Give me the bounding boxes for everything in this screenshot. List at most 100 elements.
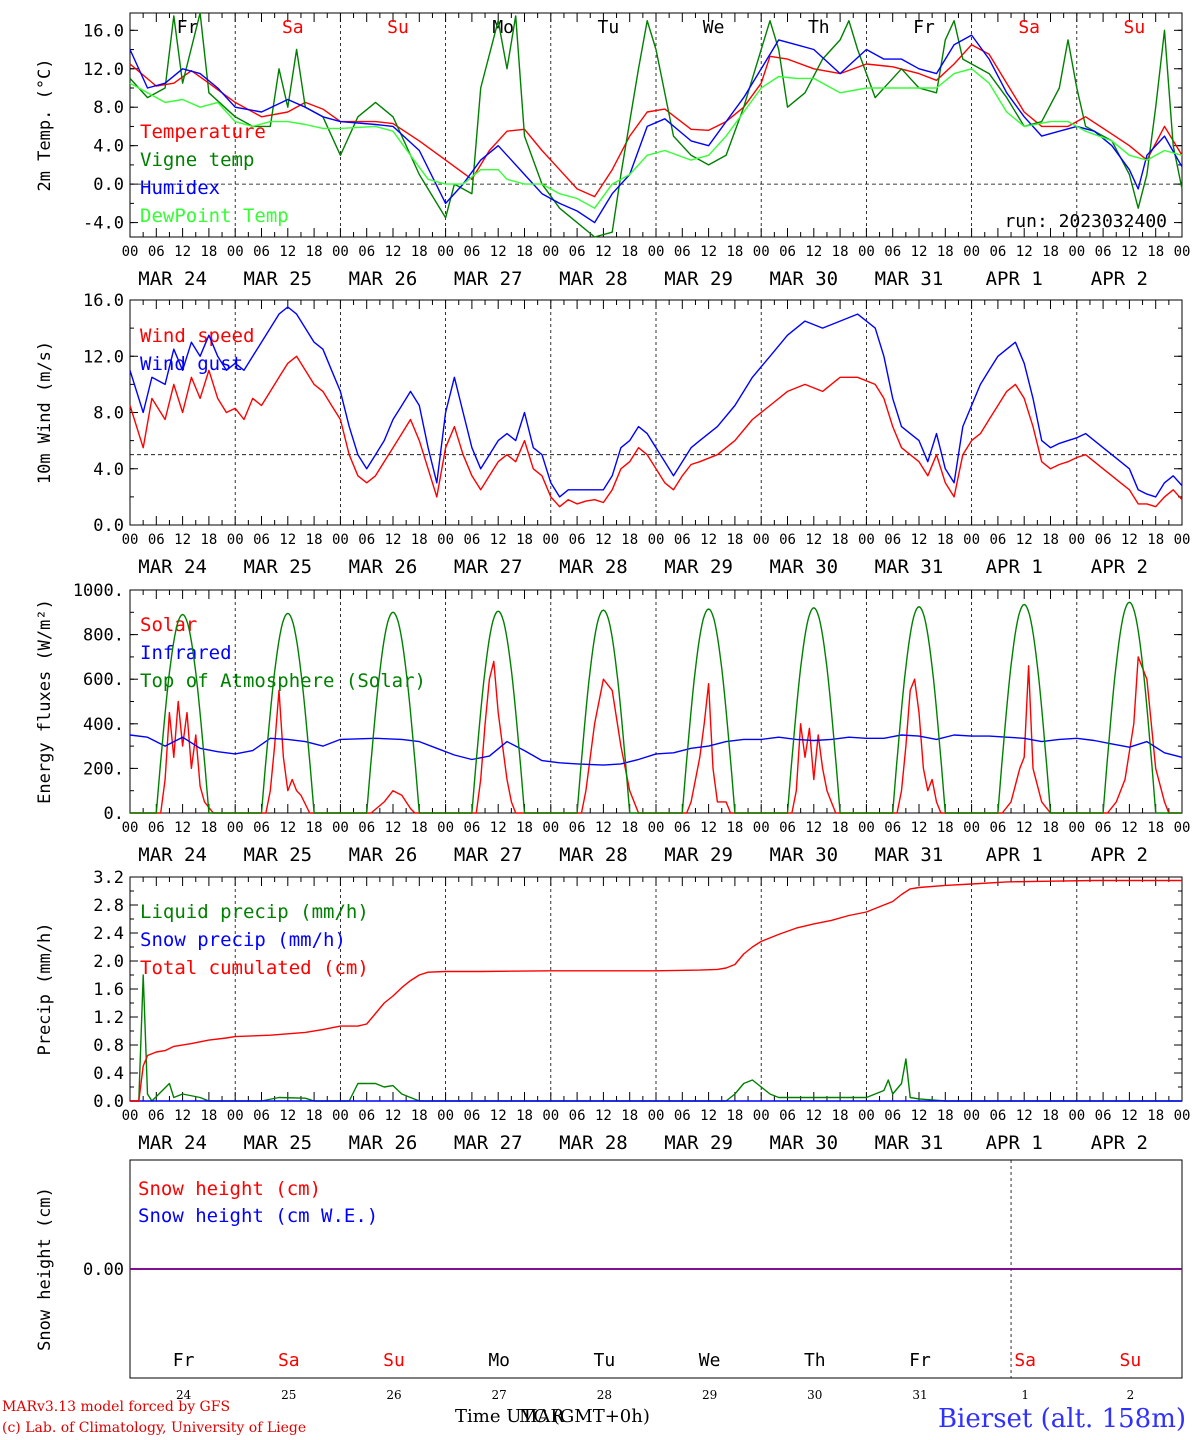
x-hour-label: 06 <box>884 532 901 548</box>
x-hour-label: 00 <box>332 244 349 260</box>
day-label: APR 1 <box>986 844 1043 866</box>
x-hour-label: 12 <box>1121 244 1138 260</box>
day-label: MAR 31 <box>875 556 944 578</box>
x-hour-label: 00 <box>648 820 665 836</box>
day-label: MAR 24 <box>138 844 207 866</box>
x-hour-label: 12 <box>805 244 822 260</box>
y-tick-label: 8.0 <box>93 98 124 118</box>
x-hour-label: 06 <box>1095 244 1112 260</box>
x-hour-label: 18 <box>937 532 954 548</box>
x-hour-label: 18 <box>832 1108 849 1124</box>
day-label: MAR 28 <box>559 268 628 290</box>
series-line <box>130 656 1182 814</box>
series-line <box>129 734 1183 766</box>
x-hour-label: 06 <box>674 532 691 548</box>
x-hour-label: 00 <box>1174 820 1191 836</box>
day-label: APR 2 <box>1091 844 1148 866</box>
y-tick-label: 0.0 <box>93 175 124 195</box>
x-hour-label: 12 <box>490 820 507 836</box>
x-hour-label: 06 <box>674 820 691 836</box>
y-axis-label: 2m Temp. (°C) <box>35 58 55 191</box>
day-label: MAR 31 <box>875 268 944 290</box>
x-hour-label: 00 <box>227 1108 244 1124</box>
day-label: MAR 29 <box>664 844 733 866</box>
x-hour-label: 12 <box>490 532 507 548</box>
x-hour-label: 12 <box>1016 820 1033 836</box>
x-hour-label: 18 <box>832 244 849 260</box>
x-hour-label: 00 <box>648 532 665 548</box>
x-hour-label: 06 <box>884 244 901 260</box>
y-tick-label: 1.6 <box>93 980 124 1000</box>
x-hour-label: 06 <box>779 820 796 836</box>
day-label: MAR 29 <box>664 556 733 578</box>
x-hour-label: 06 <box>463 532 480 548</box>
day-label: MAR 24 <box>138 556 207 578</box>
weekday-label: Tu <box>598 17 620 38</box>
x-hour-label: 18 <box>200 532 217 548</box>
x-hour-label: 18 <box>200 244 217 260</box>
plot-frame <box>129 12 1183 238</box>
x-hour-label: 00 <box>437 1108 454 1124</box>
x-hour-label: 00 <box>1068 820 1085 836</box>
series-line <box>130 879 1182 1102</box>
day-label: APR 1 <box>986 1132 1043 1154</box>
x-hour-label: 00 <box>227 532 244 548</box>
x-hour-label: 00 <box>858 820 875 836</box>
series-line <box>129 68 1183 209</box>
day-number-label: 27 <box>492 1388 507 1402</box>
x-hour-label: 00 <box>963 820 980 836</box>
x-hour-label: 06 <box>148 244 165 260</box>
y-tick-label: 200. <box>83 759 124 779</box>
x-hour-label: 18 <box>832 820 849 836</box>
x-hour-label: 12 <box>595 820 612 836</box>
y-axis-label: Snow height (cm) <box>35 1187 55 1351</box>
legend-entry: Snow height (cm W.E.) <box>138 1205 378 1227</box>
x-hour-label: 06 <box>358 244 375 260</box>
x-hour-label: 06 <box>884 1108 901 1124</box>
x-hour-label: 18 <box>411 532 428 548</box>
x-hour-label: 00 <box>1174 532 1191 548</box>
x-hour-label: 12 <box>385 820 402 836</box>
x-hour-label: 06 <box>253 820 270 836</box>
y-tick-label: 4.0 <box>93 460 124 480</box>
day-number-label: 30 <box>807 1388 822 1402</box>
x-hour-label: 06 <box>779 532 796 548</box>
x-hour-label: 18 <box>306 820 323 836</box>
series-line <box>129 34 1183 224</box>
day-label: MAR 30 <box>769 268 838 290</box>
x-hour-label: 18 <box>937 820 954 836</box>
x-hour-label: 12 <box>279 1108 296 1124</box>
x-hour-label: 06 <box>358 820 375 836</box>
x-hour-label: 12 <box>1121 532 1138 548</box>
x-hour-label: 18 <box>411 244 428 260</box>
x-hour-label: 18 <box>621 532 638 548</box>
x-hour-label: 00 <box>122 1108 139 1124</box>
x-hour-label: 12 <box>805 532 822 548</box>
day-label: MAR 30 <box>769 844 838 866</box>
x-hour-label: 18 <box>1147 1108 1164 1124</box>
x-hour-label: 18 <box>726 532 743 548</box>
legend-entry: Top of Atmosphere (Solar) <box>140 670 426 692</box>
legend-entry: Snow height (cm) <box>138 1178 321 1200</box>
legend-entry: Wind speed <box>140 325 254 347</box>
x-hour-label: 06 <box>674 244 691 260</box>
day-label: APR 1 <box>986 556 1043 578</box>
x-hour-label: 06 <box>989 244 1006 260</box>
time-axis-label: Time UTC (GMT+0h) MAR <box>455 1406 650 1427</box>
day-label: MAR 27 <box>454 1132 523 1154</box>
legend-entry: Wind gust <box>140 353 243 375</box>
x-hour-label: 18 <box>516 532 533 548</box>
x-hour-label: 00 <box>437 244 454 260</box>
x-hour-label: 12 <box>174 820 191 836</box>
y-tick-label: 2.8 <box>93 896 124 916</box>
x-hour-label: 06 <box>779 244 796 260</box>
day-number-label: 28 <box>597 1388 612 1402</box>
legend-entry: Vigne temp <box>140 149 254 171</box>
x-hour-label: 00 <box>753 532 770 548</box>
legend-entry: Solar <box>140 614 197 636</box>
plot-frame <box>129 589 1183 814</box>
time-axis-overlay: MAR <box>519 1406 564 1427</box>
x-hour-label: 12 <box>174 244 191 260</box>
day-label: MAR 31 <box>875 1132 944 1154</box>
x-hour-label: 18 <box>937 1108 954 1124</box>
